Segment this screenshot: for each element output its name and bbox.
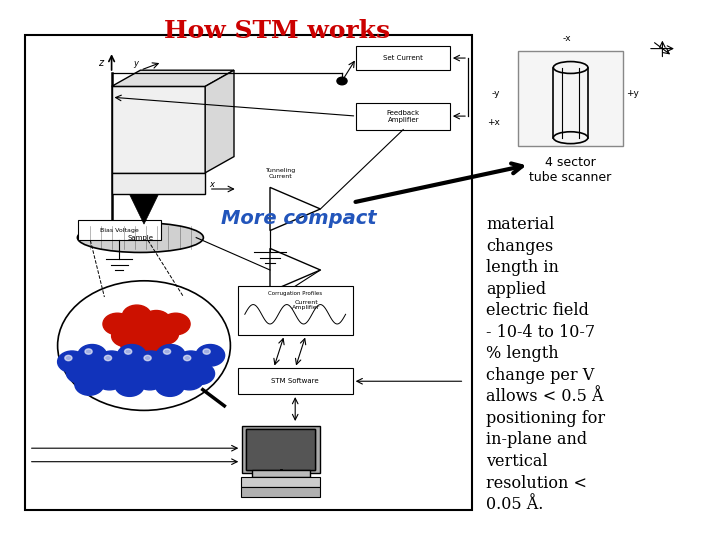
Text: Bias Voltage: Bias Voltage [100,227,138,233]
Bar [356,103,450,130]
Text: More compact: More compact [221,209,377,228]
Circle shape [150,323,179,345]
Text: Feedback
Amplifier: Feedback Amplifier [387,110,420,123]
Circle shape [65,355,72,361]
Text: Current
Amplifier: Current Amplifier [292,300,320,310]
Circle shape [175,368,204,390]
Circle shape [156,375,184,396]
Bar [112,86,205,173]
Circle shape [103,313,132,335]
Circle shape [66,362,95,383]
Text: x: x [209,180,214,189]
Bar [238,286,353,335]
Text: 4 sector
tube scanner: 4 sector tube scanner [529,156,612,184]
Circle shape [131,319,160,340]
Circle shape [196,345,225,366]
Circle shape [186,363,215,384]
Text: +x: +x [487,118,500,127]
Bar [246,429,315,470]
Circle shape [161,313,190,335]
Text: How STM works: How STM works [164,19,390,43]
Circle shape [203,349,210,354]
Circle shape [58,351,86,373]
Bar [25,35,472,510]
Circle shape [125,349,132,354]
Circle shape [145,363,174,384]
Circle shape [107,363,135,384]
Circle shape [97,351,126,373]
Circle shape [126,356,155,378]
Circle shape [104,355,112,361]
Bar [252,470,310,477]
Text: material
changes
length in
applied
electric field
- 10-4 to 10-7
% length
change: material changes length in applied elect… [486,216,605,513]
Circle shape [337,77,347,85]
Circle shape [95,368,124,390]
Bar [242,426,320,473]
Text: -y: -y [492,89,500,98]
Bar [238,368,353,394]
Text: -x: -x [563,34,571,43]
Circle shape [86,356,115,378]
Circle shape [112,325,140,347]
Ellipse shape [78,222,204,253]
Bar [241,487,320,497]
Circle shape [176,351,205,373]
Circle shape [85,349,92,354]
Polygon shape [130,194,158,224]
Circle shape [122,305,151,327]
Bar [518,51,623,146]
Circle shape [156,345,185,366]
Polygon shape [205,70,234,173]
Text: Corrugation Profiles: Corrugation Profiles [268,291,323,295]
Text: Set Current: Set Current [383,55,423,61]
Circle shape [139,331,168,353]
Bar [112,173,205,194]
Text: Tunneling
Current: Tunneling Current [266,168,296,179]
Bar [356,46,450,70]
Circle shape [137,351,166,373]
Circle shape [75,374,104,395]
Bar [246,429,315,470]
Text: y: y [133,58,138,68]
Circle shape [121,335,150,356]
Bar [78,220,161,240]
Circle shape [78,345,107,366]
Text: Sample: Sample [127,234,153,241]
Text: +y: +y [626,89,639,98]
Text: STM Software: STM Software [271,378,319,384]
Circle shape [135,368,164,390]
Circle shape [115,375,144,396]
Text: z: z [98,57,103,68]
Circle shape [117,345,146,366]
Circle shape [184,355,191,361]
Circle shape [144,355,151,361]
Bar [241,477,320,487]
Circle shape [166,356,194,378]
Polygon shape [112,70,234,86]
Circle shape [163,349,171,354]
Circle shape [142,310,171,332]
